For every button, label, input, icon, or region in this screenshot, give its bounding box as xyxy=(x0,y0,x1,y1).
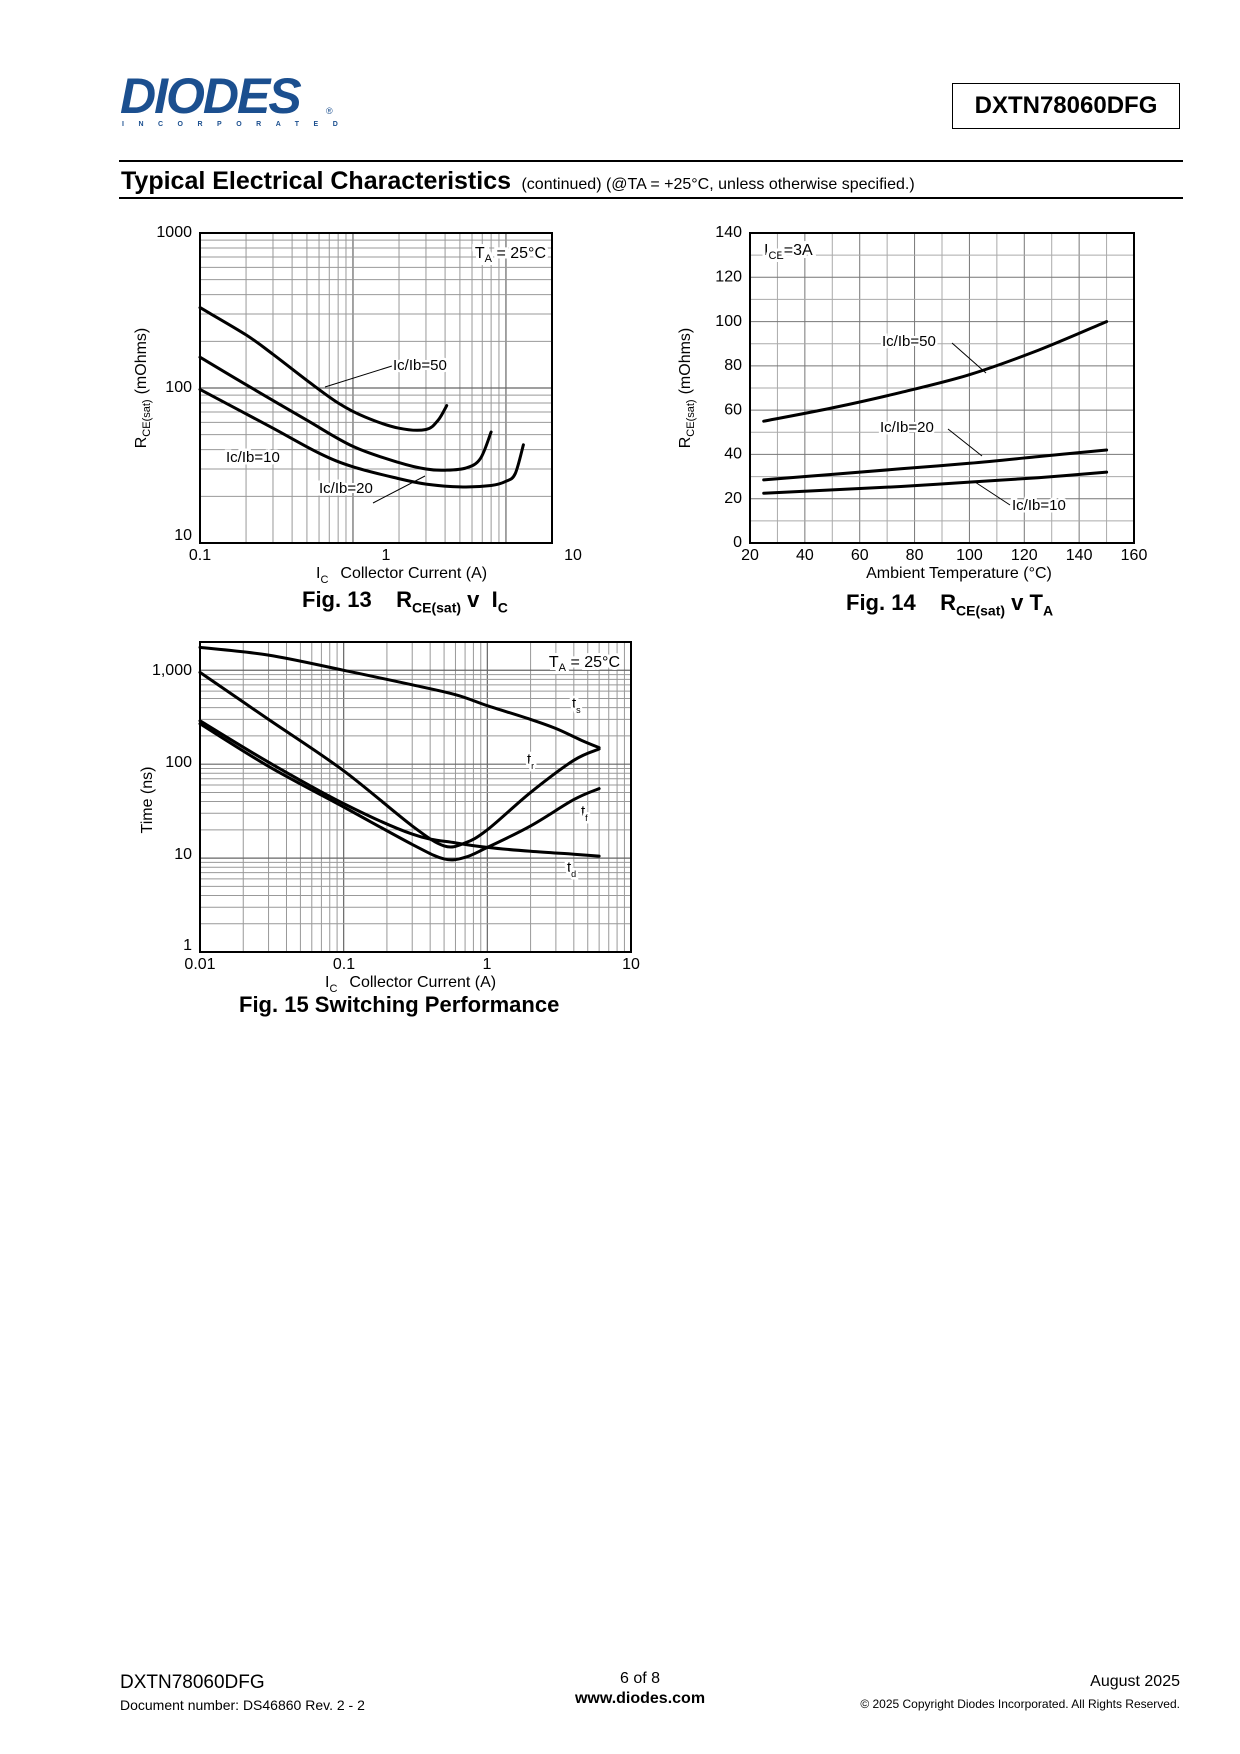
fig14-x-axis-label: Ambient Temperature (°C) xyxy=(866,565,1052,582)
x-tick-label: 1 xyxy=(382,547,391,564)
section-heading: Typical Electrical Characteristics (cont… xyxy=(121,167,915,196)
y-tick-label: 140 xyxy=(715,224,742,241)
footer-doc-number: Document number: DS46860 Rev. 2 - 2 xyxy=(120,1697,365,1713)
y-tick-label: 1,000 xyxy=(152,662,192,679)
fig15-y-axis-label: Time (ns) xyxy=(139,767,156,834)
curve-label-icib20: Ic/Ib=20 xyxy=(880,419,934,436)
curve-label-icib50: Ic/Ib=50 xyxy=(882,333,936,350)
fig15-curve-labels: ts tr tf td xyxy=(525,693,591,882)
part-number-box: DXTN78060DFG xyxy=(952,83,1180,129)
y-tick-label: 100 xyxy=(715,313,742,330)
y-tick-label: 1 xyxy=(183,937,192,954)
fig14-y-axis-label: RCE(sat)(mOhms) xyxy=(677,328,697,449)
x-tick-label: 40 xyxy=(796,547,814,564)
y-tick-label: 20 xyxy=(724,490,742,507)
x-tick-label: 80 xyxy=(906,547,924,564)
y-tick-label: 100 xyxy=(165,754,192,771)
logo-registered-mark: ® xyxy=(326,106,333,116)
fig13-y-tick-labels: 1000 100 10 xyxy=(156,224,192,544)
series-line-fig13-0 xyxy=(198,306,449,432)
series-line-fig15-3 xyxy=(198,719,601,858)
curve-label-ts: ts xyxy=(572,695,581,715)
fig15-y-tick-labels: 1,000 100 10 1 xyxy=(152,662,192,954)
x-tick-label: 100 xyxy=(956,547,983,564)
x-tick-label: 20 xyxy=(741,547,759,564)
footer-part-number: DXTN78060DFG xyxy=(120,1672,265,1693)
x-tick-label: 0.1 xyxy=(189,547,211,564)
curve-label-tf: tf xyxy=(581,803,588,823)
curve-label-icib20: Ic/Ib=20 xyxy=(319,480,373,497)
fig13-x-axis-label: IC Collector Current (A) xyxy=(316,565,487,586)
fig15-caption: Fig. 15 Switching Performance xyxy=(239,992,560,1017)
y-tick-label: 120 xyxy=(715,269,742,286)
fig13-caption: Fig. 13 RCE(sat) v IC xyxy=(302,587,508,616)
fig15-x-axis-label: IC Collector Current (A) xyxy=(325,974,496,995)
fig14-y-tick-labels: 0 20 40 60 80 100 120 140 xyxy=(715,224,742,551)
fig14-plot-frame xyxy=(749,232,1135,544)
section-rule-top xyxy=(119,160,1183,162)
fig14-x-tick-labels: 20 40 60 80 100 120 140 160 xyxy=(741,547,1147,564)
y-tick-label: 0 xyxy=(733,534,742,551)
series-line-fig14-1 xyxy=(762,448,1109,482)
leader-line xyxy=(951,342,987,374)
x-tick-label: 140 xyxy=(1066,547,1093,564)
series-line-fig15-0 xyxy=(198,645,601,750)
series-line-fig15-1 xyxy=(198,670,601,849)
x-tick-label: 0.1 xyxy=(333,956,355,973)
fig14-caption: Fig. 14 RCE(sat) v TA xyxy=(846,590,1054,619)
fig13-x-tick-labels: 0.1 1 10 xyxy=(189,547,582,564)
fig14-curve-labels: Ic/Ib=50 Ic/Ib=20 Ic/Ib=10 xyxy=(878,331,1069,517)
y-tick-label: 10 xyxy=(174,527,192,544)
fig15-x-tick-labels: 0.01 0.1 1 10 xyxy=(184,956,640,973)
series-line-fig14-2 xyxy=(762,470,1109,495)
logo-subtext: INCORPORATED xyxy=(122,121,353,128)
leader-line xyxy=(324,365,393,388)
fig13-y-axis-label: RCE(sat)(mOhms) xyxy=(133,328,153,449)
x-tick-label: 10 xyxy=(564,547,582,564)
y-tick-label: 10 xyxy=(174,846,192,863)
logo-wordmark: DIODES xyxy=(120,68,302,124)
fig15-chart: 1,000 100 10 1 0.01 0.1 1 10 IC Collector… xyxy=(139,641,640,995)
x-tick-label: 120 xyxy=(1011,547,1038,564)
fig13-chart: 1000 100 10 0.1 1 10 IC Collector Current… xyxy=(133,224,582,586)
x-tick-label: 160 xyxy=(1121,547,1148,564)
curve-label-td: td xyxy=(567,859,576,879)
leader-line xyxy=(974,481,1011,506)
fig15-condition-label: TA = 25°C xyxy=(549,654,620,674)
x-tick-label: 60 xyxy=(851,547,869,564)
x-tick-label: 0.01 xyxy=(184,956,215,973)
footer-page-number: 6 of 8 xyxy=(619,1670,661,1687)
section-rule-bottom xyxy=(119,197,1183,199)
curve-label-icib50: Ic/Ib=50 xyxy=(393,357,447,374)
section-subtitle: (continued) (@TA = +25°C, unless otherwi… xyxy=(521,176,915,193)
curve-label-tr: tr xyxy=(527,751,534,771)
y-tick-label: 60 xyxy=(724,401,742,418)
y-tick-label: 100 xyxy=(165,379,192,396)
diodes-logo: DIODES ® INCORPORATED xyxy=(120,70,340,130)
fig13-condition-label: TA = 25°C xyxy=(475,245,546,265)
section-title: Typical Electrical Characteristics xyxy=(121,167,512,195)
series-line-fig15-2 xyxy=(198,722,601,862)
fig14-condition-label: ICE=3A xyxy=(764,242,813,262)
footer-date: August 2025 xyxy=(1090,1673,1180,1690)
curve-label-icib10: Ic/Ib=10 xyxy=(226,449,280,466)
y-tick-label: 1000 xyxy=(156,224,192,241)
fig13-curve-labels: Ic/Ib=50 Ic/Ib=20 Ic/Ib=10 xyxy=(224,355,449,504)
series-line-fig13-2 xyxy=(198,387,525,489)
y-tick-label: 80 xyxy=(724,357,742,374)
leader-line xyxy=(372,475,426,504)
footer-copyright: © 2025 Copyright Diodes Incorporated. Al… xyxy=(860,1697,1180,1711)
curve-label-icib10: Ic/Ib=10 xyxy=(1012,497,1066,514)
x-tick-label: 1 xyxy=(483,956,492,973)
footer-website-link[interactable]: www.diodes.com xyxy=(574,1690,706,1707)
x-tick-label: 10 xyxy=(622,956,640,973)
y-tick-label: 40 xyxy=(724,446,742,463)
fig15-plot-frame xyxy=(199,641,632,953)
series-line-fig13-1 xyxy=(198,355,493,472)
fig13-plot-frame xyxy=(199,232,553,544)
leader-line xyxy=(947,428,983,457)
series-line-fig14-0 xyxy=(762,320,1109,423)
